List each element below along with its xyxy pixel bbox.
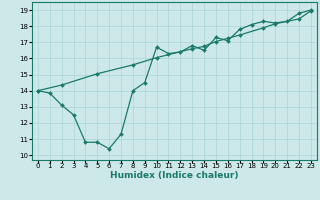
X-axis label: Humidex (Indice chaleur): Humidex (Indice chaleur) [110,171,239,180]
